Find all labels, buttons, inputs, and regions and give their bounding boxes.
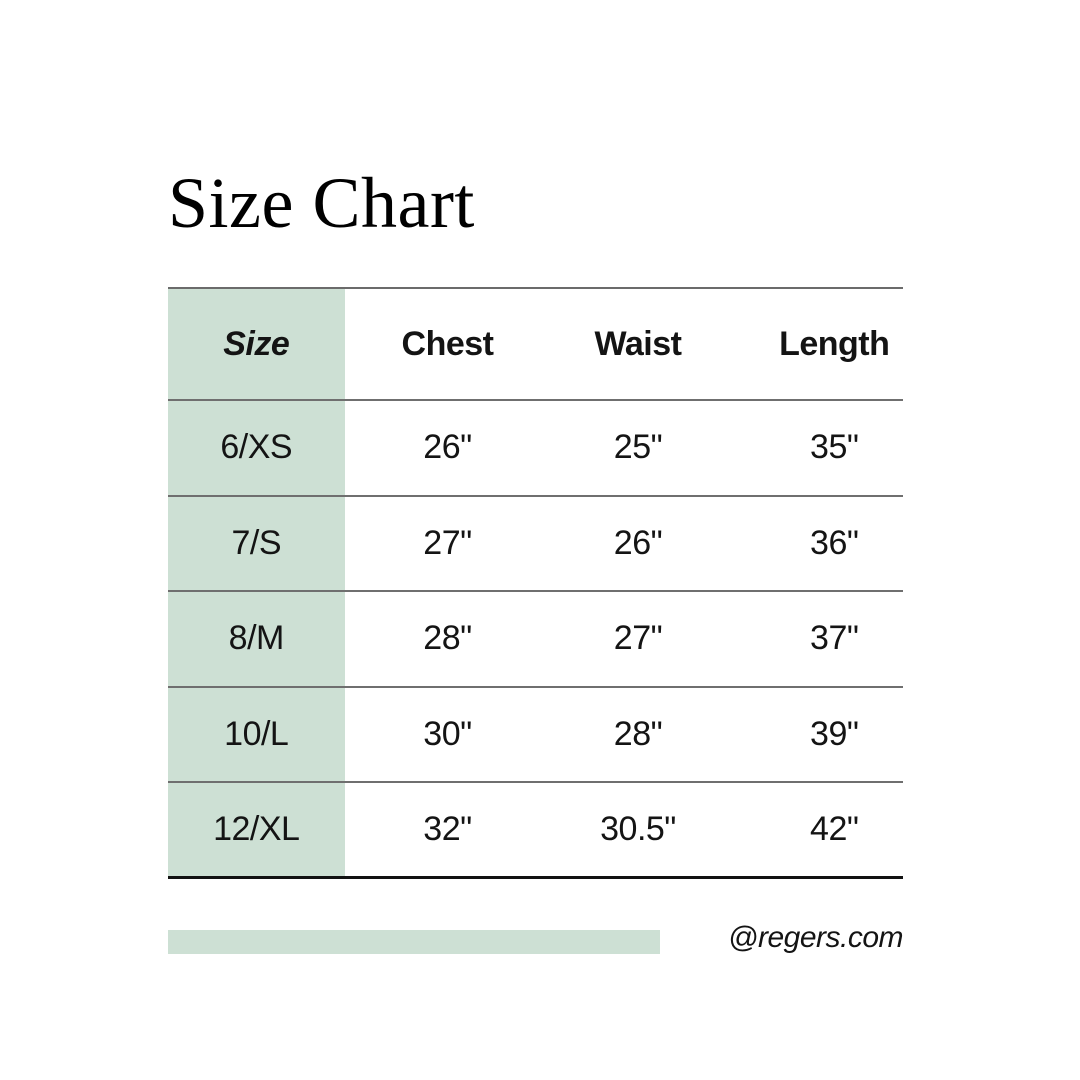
size-cell: 10/L [168,687,345,781]
size-cell: 8/M [168,592,345,686]
measurement-cell: 30" [423,714,472,753]
size-table: Size Chest Waist Length 6/XS 26" 25" 35"… [168,287,903,879]
table-row: 7/S 27" 26" 36" [168,496,903,592]
measurement-cell: 30.5" [600,810,676,848]
measurement-cell: 28" [423,619,472,658]
column-header-waist: Waist [594,324,682,363]
size-cell: 12/XL [168,783,345,876]
measurement-cell: 28" [613,714,663,753]
table-row: 10/L 30" 28" 39" [168,687,903,783]
measurement-cell: 32" [423,810,472,848]
column-header-chest: Chest [401,324,494,363]
column-header-size: Size [168,289,345,399]
measurement-cell: 35" [810,428,859,467]
page-title: Size Chart [168,163,475,243]
table-row: 6/XS 26" 25" 35" [168,401,903,497]
measurement-cell: 26" [613,523,663,562]
measurement-cell: 42" [810,810,859,848]
measurement-cell: 37" [810,619,859,658]
measurement-cell: 39" [810,714,859,753]
table-row: 12/XL 32" 30.5" 42" [168,783,903,876]
measurement-cell: 27" [613,619,663,658]
accent-bar [168,930,660,954]
size-cell: 7/S [168,496,345,590]
website-handle: @regers.com [728,921,904,954]
measurement-cell: 27" [423,523,472,562]
measurement-cell: 26" [423,428,472,467]
table-row: 8/M 28" 27" 37" [168,592,903,688]
measurement-cell: 36" [810,523,859,562]
table-header-row: Size Chest Waist Length [168,289,903,401]
column-header-length: Length [779,324,890,363]
size-cell: 6/XS [168,401,345,495]
measurement-cell: 25" [613,428,663,467]
